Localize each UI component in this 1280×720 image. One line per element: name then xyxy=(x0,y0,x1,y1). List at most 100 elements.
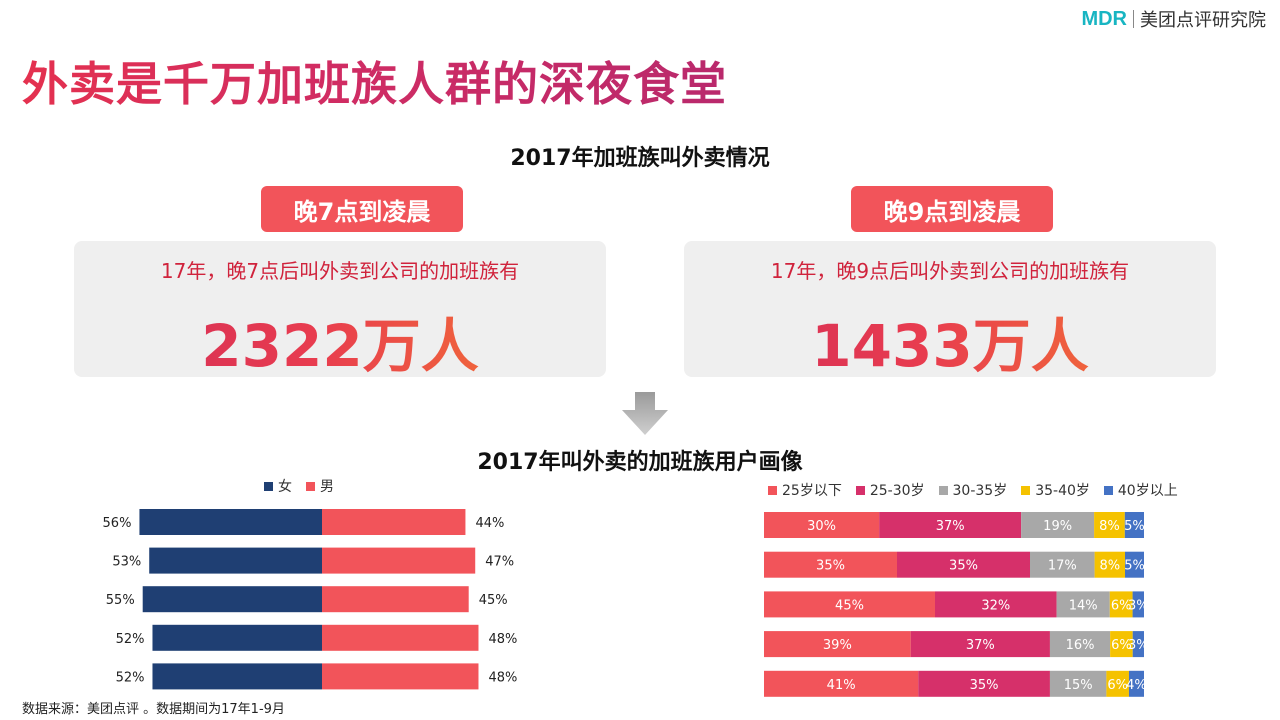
bar-segment xyxy=(1094,551,1125,578)
legend-item: 女 xyxy=(264,476,292,496)
bar-male xyxy=(322,663,479,690)
time-range-pill-7pm: 晚7点到凌晨 xyxy=(261,186,463,232)
age-bar-chart: 30% 37% 19% 8% 5%35% 35% 17% 8% 5%45% 32% 14% 6%3%3… xyxy=(764,512,1149,697)
data-label: 35% xyxy=(816,559,845,574)
legend-label: 25-30岁 xyxy=(869,483,925,499)
stat-card-9pm: 17年，晚9点后叫外卖到公司的加班族有 1433万人 xyxy=(684,241,1216,380)
data-label-male: 44% xyxy=(475,516,504,531)
bar-segment xyxy=(1021,512,1095,538)
data-label: 30% xyxy=(807,519,836,534)
bar-segment xyxy=(1132,591,1144,618)
legend-item: 25-30岁 xyxy=(855,480,925,500)
data-label: 17% xyxy=(1048,559,1077,574)
data-label: 8% xyxy=(1099,559,1120,574)
bar-segment xyxy=(1106,670,1129,697)
data-label: 4% xyxy=(1126,678,1147,693)
legend-item: 40岁以上 xyxy=(1103,480,1178,500)
bar-segment xyxy=(897,551,1030,578)
data-label: 5% xyxy=(1124,559,1145,574)
legend-swatch xyxy=(768,485,777,495)
legend-label: 男 xyxy=(320,479,334,495)
bar-segment xyxy=(764,591,935,618)
brand-logo: MDR 美团点评研究院 xyxy=(1081,6,1266,32)
stat-description: 17年，晚9点后叫外卖到公司的加班族有 xyxy=(770,259,1130,283)
legend-label: 女 xyxy=(278,479,292,495)
bar-male xyxy=(322,586,469,613)
legend-label: 25岁以下 xyxy=(782,483,842,499)
legend-swatch xyxy=(855,485,865,495)
gender-legend: 女 男 xyxy=(264,476,348,496)
data-label-male: 48% xyxy=(488,670,517,685)
legend-swatch xyxy=(938,485,948,495)
legend-swatch xyxy=(1021,485,1031,495)
bar-segment xyxy=(1125,551,1144,578)
legend-swatch xyxy=(306,481,315,491)
legend-label: 30-35岁 xyxy=(952,483,1008,499)
section-title-overtime: 2017年加班族叫外卖情况 xyxy=(510,146,770,171)
logo-mark: MDR xyxy=(1081,7,1127,30)
data-label: 35% xyxy=(949,559,978,574)
gender-bar-chart: 56% 44% 53% 47% 55% 45% 52% 48% 52% 48% xyxy=(103,509,517,690)
bar-segment xyxy=(1056,591,1110,618)
bar-female xyxy=(152,663,322,690)
down-arrow-icon xyxy=(622,392,668,435)
legend-item: 男 xyxy=(306,476,334,496)
bar-male xyxy=(322,624,479,651)
data-label: 45% xyxy=(835,598,864,613)
data-label: 39% xyxy=(823,638,852,653)
bar-segment xyxy=(764,631,911,658)
data-label-male: 47% xyxy=(485,555,514,570)
data-label: 41% xyxy=(827,678,856,693)
data-label: 3% xyxy=(1128,598,1149,613)
legend-swatch xyxy=(264,481,273,491)
bar-segment xyxy=(879,512,1022,538)
legend-label: 35-40岁 xyxy=(1035,483,1090,499)
bar-segment xyxy=(1128,670,1144,697)
bar-male xyxy=(322,547,476,574)
data-label: 16% xyxy=(1066,638,1095,653)
bar-segment xyxy=(918,670,1050,697)
legend-label: 40岁以上 xyxy=(1117,483,1178,499)
time-range-pill-9pm: 晚9点到凌晨 xyxy=(851,186,1053,232)
data-label: 6% xyxy=(1107,678,1128,693)
bar-female xyxy=(149,547,322,574)
bar-segment xyxy=(764,512,880,538)
data-label: 32% xyxy=(981,598,1010,613)
bar-male xyxy=(322,509,466,535)
data-label-female: 52% xyxy=(116,670,145,685)
data-label: 6% xyxy=(1111,598,1132,613)
bar-segment xyxy=(1094,512,1125,538)
section-title-profile: 2017年叫外卖的加班族用户画像 xyxy=(477,450,803,475)
data-label-male: 45% xyxy=(479,593,508,608)
logo-name: 美团点评研究院 xyxy=(1140,10,1266,31)
legend-swatch xyxy=(1103,485,1113,495)
data-label-female: 53% xyxy=(112,555,141,570)
data-label: 5% xyxy=(1124,519,1145,534)
data-label: 14% xyxy=(1069,598,1098,613)
bar-segment xyxy=(764,551,897,578)
bar-female xyxy=(152,624,322,651)
bar-segment xyxy=(1049,670,1107,697)
stat-card-7pm: 17年，晚7点后叫外卖到公司的加班族有 2322万人 xyxy=(74,241,606,380)
data-label: 19% xyxy=(1043,519,1072,534)
legend-item: 30-35岁 xyxy=(938,480,1008,500)
bar-segment xyxy=(1049,631,1111,658)
data-source-note: 数据来源：美团点评 。数据期间为17年1-9月 xyxy=(22,702,285,717)
data-label: 6% xyxy=(1111,638,1132,653)
data-label: 37% xyxy=(966,638,995,653)
page-title: 外卖是千万加班族人群的深夜食堂 xyxy=(22,48,727,114)
bar-segment xyxy=(1109,591,1133,618)
bar-segment xyxy=(1030,551,1095,578)
bar-segment xyxy=(910,631,1050,658)
data-label-female: 52% xyxy=(116,632,145,647)
data-label-female: 55% xyxy=(106,593,135,608)
data-label: 15% xyxy=(1064,678,1093,693)
stat-description: 17年，晚7点后叫外卖到公司的加班族有 xyxy=(160,259,520,283)
data-label: 37% xyxy=(936,519,965,534)
bar-female xyxy=(139,509,322,535)
bar-segment xyxy=(764,670,919,697)
stat-value: 2322万人 xyxy=(74,299,606,383)
logo-divider xyxy=(1133,10,1134,28)
bar-female xyxy=(142,586,322,613)
bar-segment xyxy=(935,591,1057,618)
